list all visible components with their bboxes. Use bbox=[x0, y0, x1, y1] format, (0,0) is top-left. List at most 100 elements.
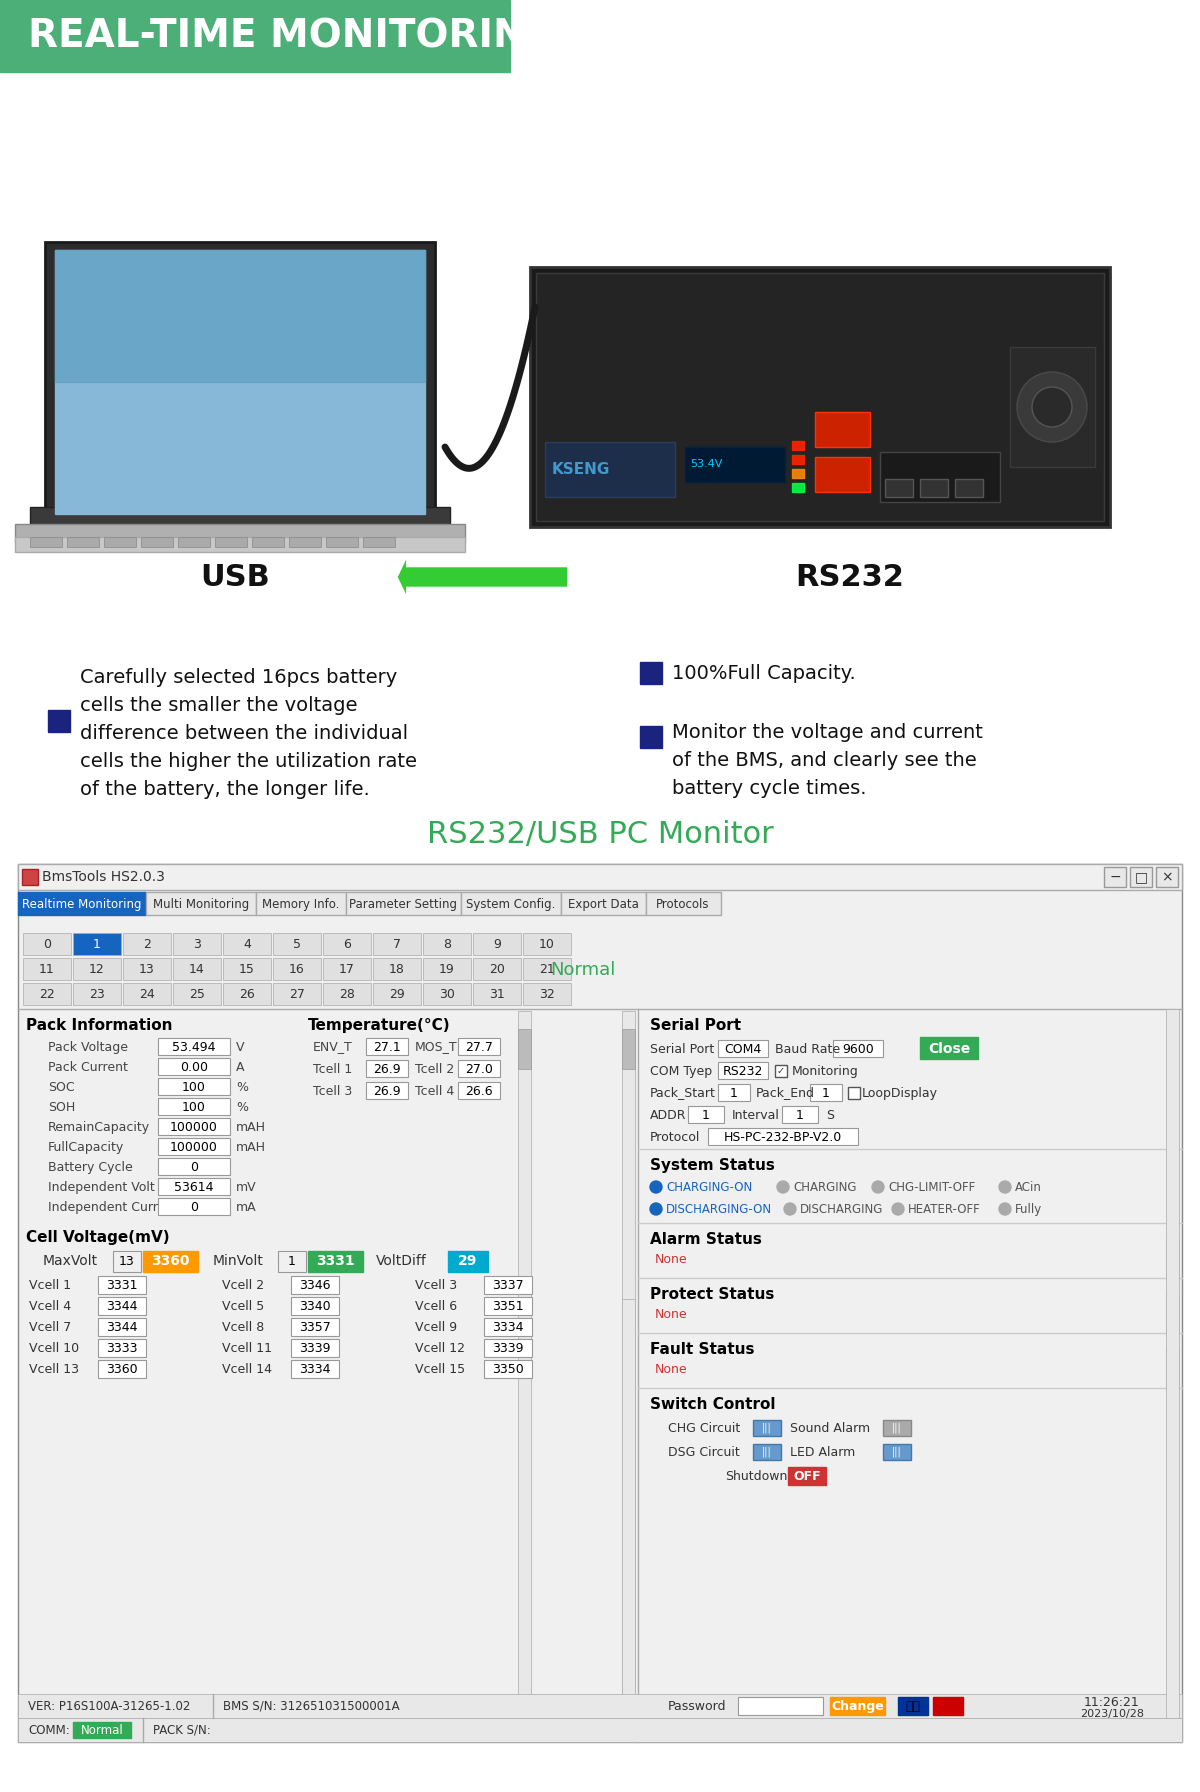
FancyBboxPatch shape bbox=[292, 1317, 340, 1337]
FancyBboxPatch shape bbox=[523, 984, 571, 1005]
Text: Switch Control: Switch Control bbox=[650, 1396, 775, 1412]
FancyBboxPatch shape bbox=[143, 1251, 198, 1272]
FancyBboxPatch shape bbox=[1156, 867, 1178, 887]
Text: Vcell 6: Vcell 6 bbox=[415, 1299, 457, 1312]
Text: 3334: 3334 bbox=[492, 1321, 523, 1333]
Text: DISCHARGING: DISCHARGING bbox=[800, 1202, 883, 1215]
Text: 3: 3 bbox=[193, 937, 200, 950]
FancyBboxPatch shape bbox=[104, 538, 136, 547]
Text: Interval: Interval bbox=[732, 1109, 780, 1122]
Text: A: A bbox=[236, 1061, 245, 1073]
Text: FullCapacity: FullCapacity bbox=[48, 1140, 125, 1154]
FancyBboxPatch shape bbox=[158, 1177, 230, 1195]
Text: Normal: Normal bbox=[550, 961, 616, 978]
FancyBboxPatch shape bbox=[98, 1276, 146, 1294]
FancyBboxPatch shape bbox=[788, 1468, 826, 1486]
FancyBboxPatch shape bbox=[473, 984, 521, 1005]
Text: 3346: 3346 bbox=[299, 1278, 331, 1292]
FancyBboxPatch shape bbox=[23, 959, 71, 980]
Text: 27.1: 27.1 bbox=[373, 1041, 401, 1054]
Text: USB: USB bbox=[200, 563, 270, 591]
Circle shape bbox=[1018, 373, 1087, 443]
Text: Independent Curr: Independent Curr bbox=[48, 1201, 158, 1213]
Text: RemainCapacity: RemainCapacity bbox=[48, 1120, 150, 1134]
Text: □: □ bbox=[1134, 869, 1147, 883]
Text: SOC: SOC bbox=[48, 1081, 74, 1093]
FancyBboxPatch shape bbox=[73, 984, 121, 1005]
Text: RS232: RS232 bbox=[722, 1064, 763, 1077]
Text: CHARGING: CHARGING bbox=[793, 1181, 857, 1193]
FancyBboxPatch shape bbox=[124, 959, 172, 980]
Text: COM4: COM4 bbox=[725, 1043, 762, 1055]
FancyBboxPatch shape bbox=[55, 251, 425, 382]
FancyBboxPatch shape bbox=[373, 934, 421, 955]
Text: Tcell 1: Tcell 1 bbox=[313, 1063, 353, 1075]
Text: 100: 100 bbox=[182, 1100, 206, 1113]
FancyBboxPatch shape bbox=[775, 1064, 787, 1077]
FancyBboxPatch shape bbox=[366, 1061, 408, 1077]
Text: ×: × bbox=[1162, 869, 1172, 883]
FancyBboxPatch shape bbox=[278, 1251, 306, 1272]
Text: mV: mV bbox=[236, 1181, 257, 1193]
Text: VER: P16S100A-31265-1.02: VER: P16S100A-31265-1.02 bbox=[28, 1699, 191, 1713]
FancyBboxPatch shape bbox=[883, 1444, 911, 1460]
Text: Pack_Start: Pack_Start bbox=[650, 1086, 716, 1100]
Text: LoopDisplay: LoopDisplay bbox=[862, 1086, 938, 1100]
Text: ENV_T: ENV_T bbox=[313, 1041, 353, 1054]
Text: 17: 17 bbox=[340, 962, 355, 975]
Text: 0: 0 bbox=[43, 937, 50, 950]
FancyBboxPatch shape bbox=[518, 1011, 530, 1740]
FancyBboxPatch shape bbox=[448, 1251, 488, 1272]
Text: 3333: 3333 bbox=[107, 1342, 138, 1355]
FancyBboxPatch shape bbox=[523, 934, 571, 955]
FancyBboxPatch shape bbox=[530, 267, 1110, 527]
Text: Memory Info.: Memory Info. bbox=[263, 898, 340, 910]
Text: Vcell 11: Vcell 11 bbox=[222, 1342, 272, 1355]
FancyBboxPatch shape bbox=[955, 478, 983, 496]
FancyBboxPatch shape bbox=[98, 1339, 146, 1357]
FancyBboxPatch shape bbox=[158, 1038, 230, 1055]
Text: |||: ||| bbox=[892, 1446, 902, 1457]
FancyBboxPatch shape bbox=[366, 1038, 408, 1055]
Text: Vcell 9: Vcell 9 bbox=[415, 1321, 457, 1333]
Text: 23: 23 bbox=[89, 987, 104, 1000]
Text: 15: 15 bbox=[239, 962, 254, 975]
Text: Battery Cycle: Battery Cycle bbox=[48, 1161, 133, 1174]
Text: Monitor the voltage and current: Monitor the voltage and current bbox=[672, 722, 983, 742]
FancyBboxPatch shape bbox=[14, 523, 466, 541]
Text: Baud Rate: Baud Rate bbox=[775, 1043, 840, 1055]
FancyBboxPatch shape bbox=[366, 1082, 408, 1098]
FancyBboxPatch shape bbox=[73, 959, 121, 980]
FancyBboxPatch shape bbox=[1130, 867, 1152, 887]
Text: Close: Close bbox=[928, 1041, 970, 1055]
Text: 100000: 100000 bbox=[170, 1120, 218, 1134]
Text: 100%Full Capacity.: 100%Full Capacity. bbox=[672, 663, 856, 683]
FancyBboxPatch shape bbox=[23, 984, 71, 1005]
Text: 11: 11 bbox=[40, 962, 55, 975]
Text: Fault Status: Fault Status bbox=[650, 1342, 755, 1357]
Text: 53614: 53614 bbox=[174, 1181, 214, 1193]
FancyBboxPatch shape bbox=[124, 984, 172, 1005]
FancyBboxPatch shape bbox=[48, 710, 70, 731]
Text: |||: ||| bbox=[762, 1423, 772, 1434]
Text: Parameter Setting: Parameter Setting bbox=[349, 898, 457, 910]
FancyBboxPatch shape bbox=[292, 1297, 340, 1315]
Text: 3360: 3360 bbox=[151, 1254, 190, 1269]
FancyBboxPatch shape bbox=[545, 443, 674, 496]
Text: Tcell 3: Tcell 3 bbox=[313, 1084, 353, 1097]
Text: 27.7: 27.7 bbox=[466, 1041, 493, 1054]
Text: Vcell 12: Vcell 12 bbox=[415, 1342, 466, 1355]
Text: 8: 8 bbox=[443, 937, 451, 950]
FancyBboxPatch shape bbox=[880, 452, 1000, 502]
Circle shape bbox=[1032, 387, 1072, 426]
Text: 2023/10/28: 2023/10/28 bbox=[1080, 1710, 1144, 1719]
Text: HS-PC-232-BP-V2.0: HS-PC-232-BP-V2.0 bbox=[724, 1131, 842, 1143]
Text: 14: 14 bbox=[190, 962, 205, 975]
FancyBboxPatch shape bbox=[18, 1693, 1182, 1719]
FancyBboxPatch shape bbox=[1166, 1009, 1178, 1719]
FancyBboxPatch shape bbox=[98, 1317, 146, 1337]
Text: 29: 29 bbox=[458, 1254, 478, 1269]
Text: 9600: 9600 bbox=[842, 1043, 874, 1055]
Text: Pack Current: Pack Current bbox=[48, 1061, 128, 1073]
Text: 3334: 3334 bbox=[299, 1362, 331, 1376]
